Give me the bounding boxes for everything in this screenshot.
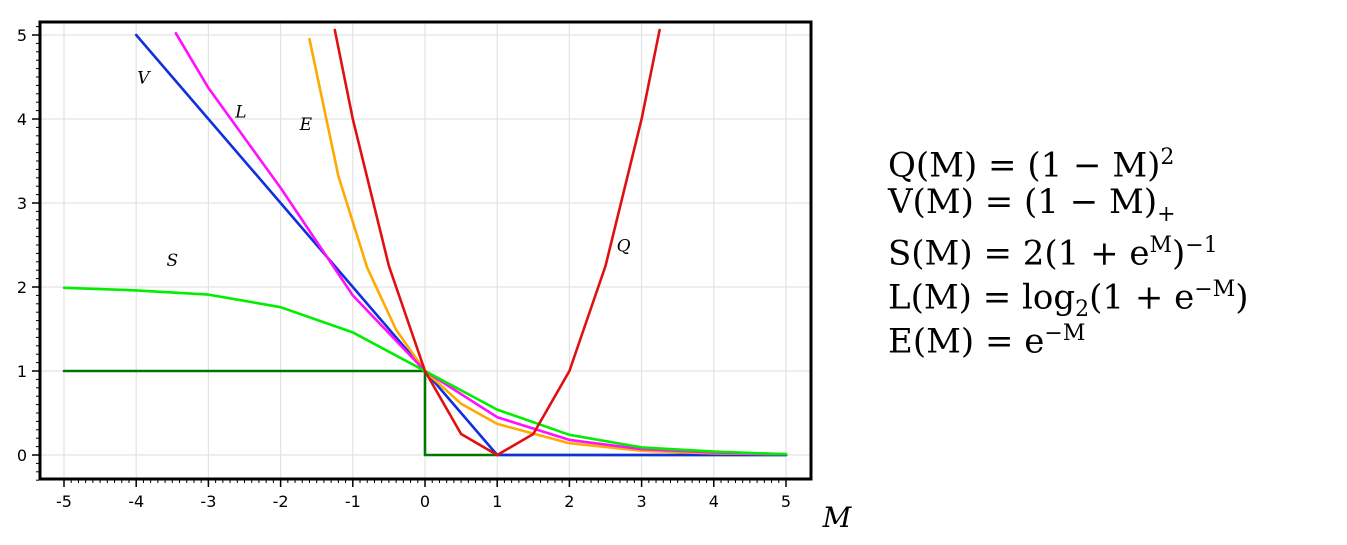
x-tick-label: -3 bbox=[200, 492, 216, 511]
formula-sup: 2 bbox=[1160, 145, 1175, 170]
formula-sub: + bbox=[1157, 201, 1176, 227]
x-tick-label: 5 bbox=[781, 492, 791, 511]
series-layer bbox=[62, 28, 788, 457]
x-tick-label: 1 bbox=[492, 492, 502, 511]
formula-tail-sup: −1 bbox=[1185, 233, 1218, 258]
curve-label: Q bbox=[617, 237, 631, 257]
y-tick-label: 0 bbox=[17, 446, 27, 465]
formula-text: L(M) = log bbox=[888, 277, 1076, 318]
formula-sup: M bbox=[1149, 233, 1173, 258]
series-line-step bbox=[62, 369, 788, 457]
formula-s: S(M) = 2(1 + eM)−1 bbox=[888, 224, 1338, 273]
curve-label: V bbox=[137, 69, 151, 89]
formula-tail2: ) bbox=[1235, 277, 1249, 318]
x-tick-label: -1 bbox=[345, 492, 361, 511]
formula-sup: −M bbox=[1044, 321, 1086, 346]
x-tick-label: -5 bbox=[56, 492, 72, 511]
series-line-q bbox=[333, 28, 661, 457]
x-tick-label: 4 bbox=[709, 492, 719, 511]
x-tick-label: 2 bbox=[564, 492, 574, 511]
formula-l: L(M) = log2(1 + e−M) bbox=[888, 268, 1338, 322]
x-tick-label: -4 bbox=[128, 492, 144, 511]
formula-text: Q(M) = (1 − M) bbox=[888, 145, 1161, 186]
formula-q: Q(M) = (1 − M)2 bbox=[888, 136, 1338, 185]
curve-label: S bbox=[166, 251, 178, 271]
formula-e: E(M) = e−M bbox=[888, 312, 1338, 361]
x-tick-label: 0 bbox=[420, 492, 430, 511]
formula-text: V(M) = (1 − M) bbox=[888, 182, 1158, 222]
formula-tail: (1 + e bbox=[1089, 277, 1195, 318]
y-tick-label: 1 bbox=[17, 362, 27, 381]
series-line-v bbox=[134, 33, 788, 457]
curve-label: E bbox=[299, 115, 313, 135]
x-tick-label: -2 bbox=[273, 492, 289, 511]
curve-labels: V L E Q S bbox=[137, 69, 630, 271]
curve-label: L bbox=[234, 102, 246, 122]
x-axis-label: M bbox=[822, 501, 853, 534]
y-tick-label: 3 bbox=[17, 194, 27, 213]
formula-list: Q(M) = (1 − M)2 V(M) = (1 − M)+ S(M) = 2… bbox=[888, 136, 1338, 361]
formula-text: S(M) = 2(1 + e bbox=[888, 233, 1150, 274]
x-tick-label: 3 bbox=[637, 492, 647, 511]
y-tick-label: 2 bbox=[17, 278, 27, 297]
y-axis-ticks: 0 1 2 3 4 5 bbox=[17, 26, 39, 465]
y-tick-label: 5 bbox=[17, 26, 27, 45]
plot-frame bbox=[38, 20, 813, 481]
formula-sub: 2 bbox=[1075, 297, 1090, 323]
series-line-l bbox=[174, 31, 788, 456]
y-tick-label: 4 bbox=[17, 110, 27, 129]
minor-ticks bbox=[36, 26, 787, 483]
series-line-e bbox=[308, 37, 788, 456]
x-axis-ticks: -5 -4 -3 -2 -1 0 1 2 3 4 5 bbox=[56, 480, 791, 511]
formula-text: E(M) = e bbox=[888, 321, 1045, 362]
formula-v: V(M) = (1 − M)+ bbox=[888, 180, 1338, 227]
formula-tail-sup: −M bbox=[1194, 277, 1236, 302]
formula-tail: ) bbox=[1172, 233, 1186, 274]
